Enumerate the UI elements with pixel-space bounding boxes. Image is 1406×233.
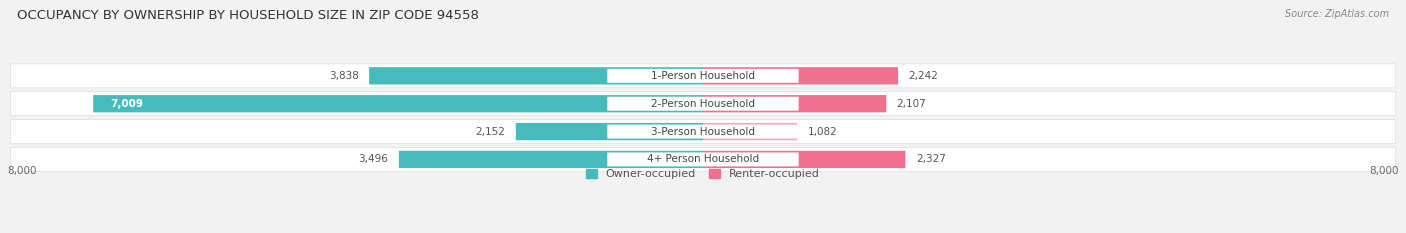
Text: 8,000: 8,000 bbox=[1369, 166, 1399, 176]
FancyBboxPatch shape bbox=[703, 123, 797, 140]
FancyBboxPatch shape bbox=[93, 95, 703, 112]
Text: 2,242: 2,242 bbox=[908, 71, 938, 81]
Text: 3,838: 3,838 bbox=[329, 71, 359, 81]
Text: 2,327: 2,327 bbox=[915, 154, 946, 164]
FancyBboxPatch shape bbox=[607, 97, 799, 111]
Text: 7,009: 7,009 bbox=[111, 99, 143, 109]
FancyBboxPatch shape bbox=[703, 67, 898, 85]
FancyBboxPatch shape bbox=[703, 95, 886, 112]
Text: 2,107: 2,107 bbox=[897, 99, 927, 109]
FancyBboxPatch shape bbox=[10, 92, 1396, 116]
Text: 2-Person Household: 2-Person Household bbox=[651, 99, 755, 109]
FancyBboxPatch shape bbox=[703, 151, 905, 168]
FancyBboxPatch shape bbox=[607, 69, 799, 83]
FancyBboxPatch shape bbox=[607, 125, 799, 139]
Text: 1,082: 1,082 bbox=[807, 127, 838, 137]
FancyBboxPatch shape bbox=[370, 67, 703, 85]
Legend: Owner-occupied, Renter-occupied: Owner-occupied, Renter-occupied bbox=[586, 169, 820, 179]
Text: OCCUPANCY BY OWNERSHIP BY HOUSEHOLD SIZE IN ZIP CODE 94558: OCCUPANCY BY OWNERSHIP BY HOUSEHOLD SIZE… bbox=[17, 9, 479, 22]
Text: 1-Person Household: 1-Person Household bbox=[651, 71, 755, 81]
FancyBboxPatch shape bbox=[10, 120, 1396, 144]
FancyBboxPatch shape bbox=[607, 152, 799, 166]
FancyBboxPatch shape bbox=[516, 123, 703, 140]
Text: 3,496: 3,496 bbox=[359, 154, 388, 164]
FancyBboxPatch shape bbox=[10, 64, 1396, 88]
Text: 2,152: 2,152 bbox=[475, 127, 505, 137]
Text: 3-Person Household: 3-Person Household bbox=[651, 127, 755, 137]
Text: 8,000: 8,000 bbox=[7, 166, 37, 176]
FancyBboxPatch shape bbox=[399, 151, 703, 168]
Text: Source: ZipAtlas.com: Source: ZipAtlas.com bbox=[1285, 9, 1389, 19]
FancyBboxPatch shape bbox=[10, 147, 1396, 171]
Text: 4+ Person Household: 4+ Person Household bbox=[647, 154, 759, 164]
